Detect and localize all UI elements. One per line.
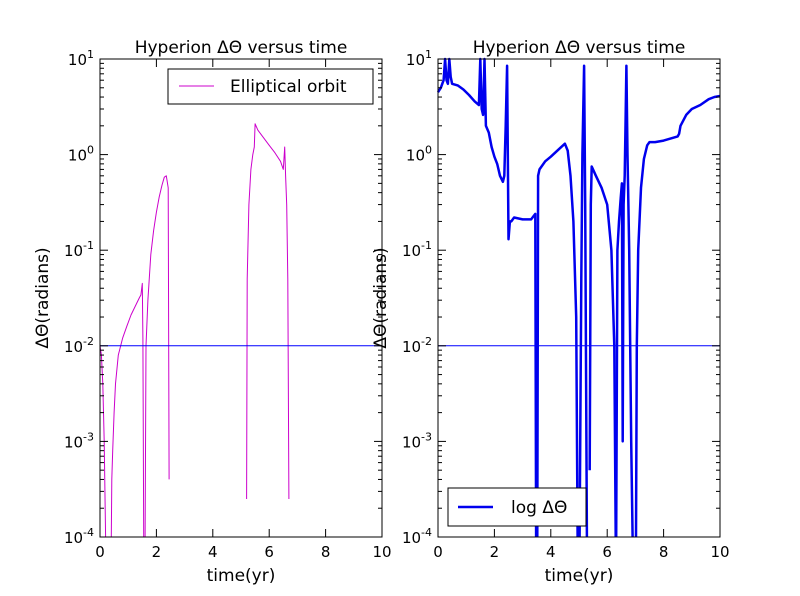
- plot-title: Hyperion ΔΘ versus time: [135, 38, 348, 58]
- series-line-0-4: [614, 64, 634, 538]
- y-tick-label: 100: [406, 144, 432, 165]
- tick-marks: [99, 58, 383, 538]
- legend-label: log ΔΘ: [511, 498, 567, 518]
- series-line-0-2: [578, 64, 589, 538]
- y-tick-label: 10-2: [402, 335, 432, 356]
- x-tick-label: 4: [546, 543, 556, 561]
- x-tick-label: 2: [152, 543, 162, 561]
- y-tick-label: 10-2: [64, 335, 94, 356]
- legend-box: [167, 68, 374, 105]
- y-axis-label: ΔΘ(radians): [33, 247, 53, 348]
- series-lines: [436, 57, 721, 538]
- y-tick-label: 101: [68, 48, 94, 69]
- legend: Elliptical orbit: [167, 68, 374, 105]
- y-tick-label: 10-1: [402, 239, 432, 260]
- x-tick-label: 10: [710, 543, 729, 561]
- y-tick-label: 10-4: [64, 526, 94, 547]
- plot-frame: [437, 58, 721, 538]
- series-line-0-5: [634, 94, 721, 538]
- tick-labels: 0 2 4 6 8 10 10-4 10-3 10-2 10-1 100 101: [64, 48, 392, 561]
- x-tick-label: 8: [321, 543, 331, 561]
- y-tick-label: 10-3: [64, 430, 94, 451]
- series-line-0-2: [144, 175, 170, 538]
- y-tick-label: 10-1: [64, 239, 94, 260]
- y-tick-label: 100: [68, 144, 94, 165]
- x-tick-label: 6: [602, 543, 612, 561]
- x-tick-label: 8: [659, 543, 669, 561]
- y-tick-label: 10-4: [402, 526, 432, 547]
- plot-title: Hyperion ΔΘ versus time: [473, 38, 686, 58]
- y-tick-label: 10-3: [402, 430, 432, 451]
- x-tick-label: 0: [433, 543, 443, 561]
- series-line-0-1: [110, 282, 145, 538]
- y-tick-label: 101: [406, 48, 432, 69]
- x-tick-label: 0: [95, 543, 105, 561]
- legend-label: Elliptical orbit: [230, 77, 347, 97]
- tick-labels: 0 2 4 6 8 10 10-4 10-3 10-2 10-1 100 101: [402, 48, 730, 561]
- x-axis-label: time(yr): [207, 566, 276, 586]
- x-axis-label: time(yr): [545, 566, 614, 586]
- series-line-0-0: [436, 57, 538, 538]
- x-tick-label: 2: [490, 543, 500, 561]
- right-plot: Hyperion ΔΘ versus time time(yr) ΔΘ(radi…: [371, 38, 730, 586]
- x-tick-label: 10: [372, 543, 391, 561]
- series-line-0-1: [536, 142, 579, 538]
- series-line-0-3: [246, 123, 290, 500]
- plot-frame: [99, 58, 383, 538]
- y-axis-label: ΔΘ(radians): [371, 247, 391, 348]
- legend: log ΔΘ: [447, 487, 587, 527]
- series-lines: [99, 123, 382, 538]
- left-plot: Hyperion ΔΘ versus time time(yr) ΔΘ(radi…: [33, 38, 392, 586]
- tick-marks: [437, 58, 721, 538]
- series-line-0-3: [588, 165, 617, 538]
- x-tick-label: 4: [208, 543, 218, 561]
- x-tick-label: 6: [264, 543, 274, 561]
